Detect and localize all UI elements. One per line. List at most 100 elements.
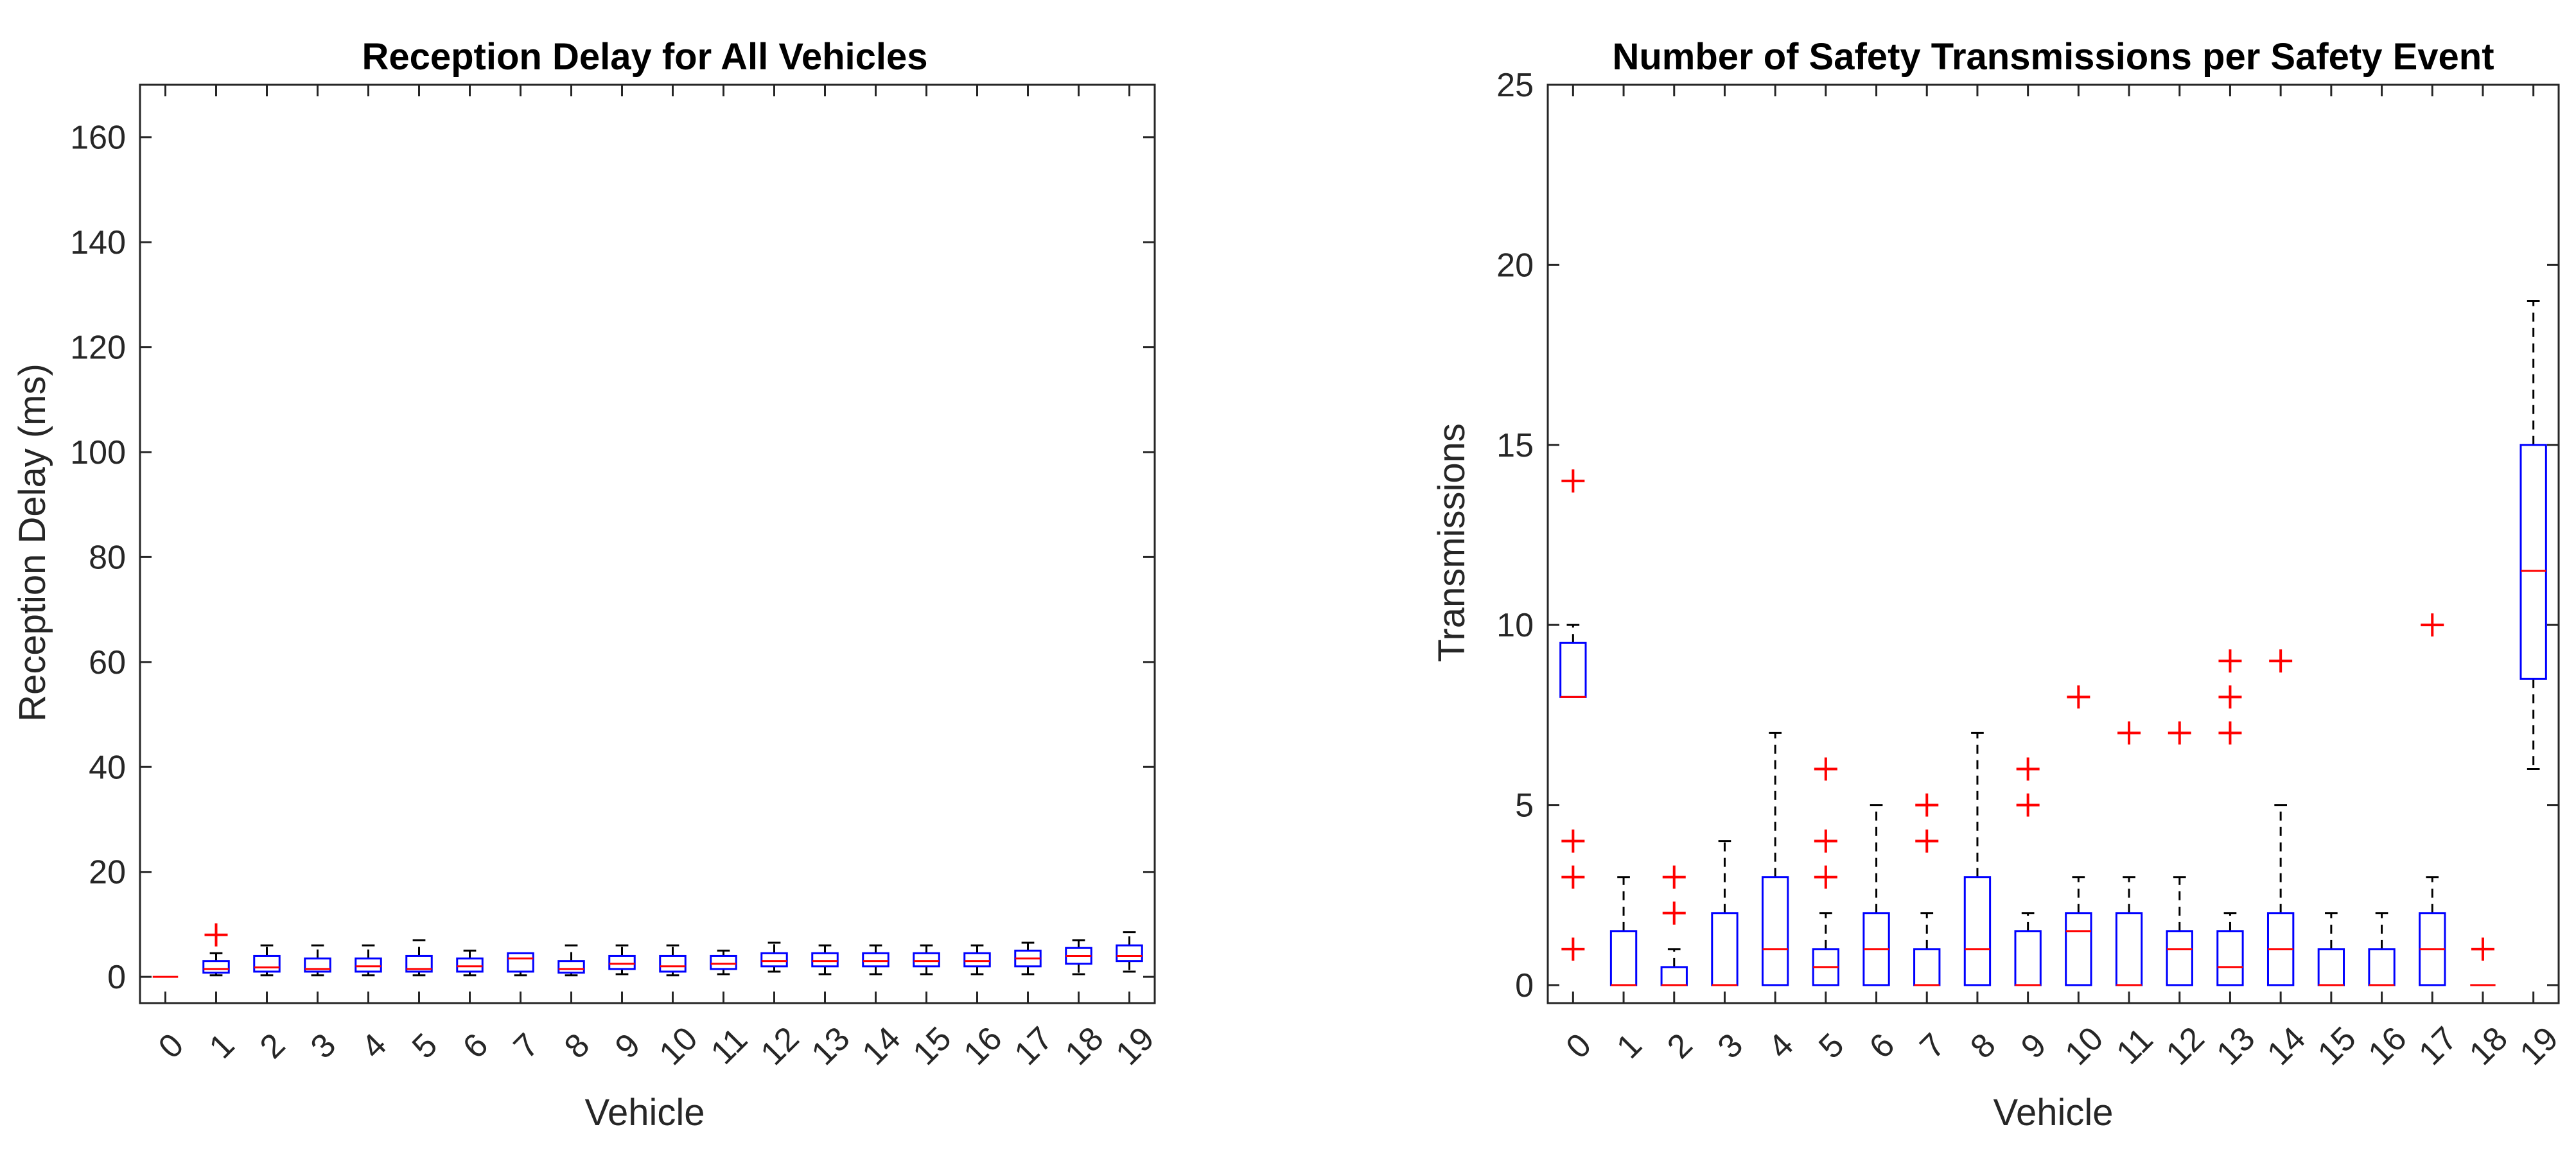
box-vehicle-5 (1812, 757, 1840, 986)
box-iqr (405, 954, 433, 973)
outlier-marker (1662, 901, 1686, 925)
box-iqr (2519, 444, 2547, 680)
box-iqr (862, 952, 889, 968)
box-vehicle-1 (202, 923, 230, 977)
box-vehicle-17 (2419, 613, 2446, 986)
box-vehicle-11 (2115, 721, 2143, 986)
box-iqr (202, 960, 230, 974)
y-axis-label: Reception Delay (ms) (12, 363, 53, 722)
x-tick-label: 10 (653, 1020, 705, 1072)
box-iqr (760, 952, 788, 968)
box-vehicle-7 (507, 952, 534, 977)
y-tick-label: 100 (70, 434, 126, 471)
chart-title: Reception Delay for All Vehicles (362, 36, 927, 78)
box-vehicle-2 (253, 944, 281, 977)
box-vehicle-8 (557, 944, 585, 977)
box-iqr (2216, 930, 2244, 986)
box-iqr (507, 952, 534, 973)
outlier-marker (1814, 865, 1837, 889)
y-tick-label: 0 (1515, 967, 1534, 1004)
outlier-marker (1814, 757, 1837, 781)
x-tick-label: 3 (304, 1026, 343, 1065)
box-vehicle-14 (862, 944, 889, 975)
x-tick-label: 1 (202, 1026, 241, 1065)
y-tick-label: 10 (1496, 607, 1534, 644)
box-iqr (659, 954, 687, 973)
outlier-marker (2016, 793, 2040, 817)
box-vehicle-15 (2317, 912, 2345, 986)
box-iqr (304, 958, 331, 973)
x-tick-label: 13 (2210, 1020, 2263, 1072)
x-tick-label: 2 (253, 1026, 292, 1065)
box-vehicle-6 (1862, 804, 1890, 986)
x-tick-label: 8 (557, 1026, 597, 1065)
x-tick-label: 7 (507, 1026, 546, 1065)
x-tick-label: 2 (1660, 1026, 1699, 1065)
x-tick-label: 11 (704, 1020, 755, 1071)
y-tick-label: 60 (89, 644, 126, 681)
box-iqr (710, 954, 737, 970)
outlier-marker (2218, 649, 2242, 673)
outlier-marker (2269, 649, 2293, 673)
y-tick-label: 5 (1515, 787, 1534, 825)
outlier-marker (1915, 793, 1939, 817)
x-tick-label: 14 (2260, 1020, 2313, 1072)
box-iqr (2368, 948, 2396, 986)
outlier-marker (2471, 937, 2494, 961)
x-tick-label: 16 (2361, 1020, 2414, 1072)
x-tick-label: 18 (1058, 1020, 1111, 1072)
box-vehicle-6 (456, 949, 484, 977)
box-vehicle-1 (1609, 876, 1638, 986)
box-iqr (557, 960, 585, 974)
outlier-marker (2421, 613, 2444, 637)
box-iqr (2115, 912, 2143, 986)
box-vehicle-11 (710, 949, 737, 975)
x-tick-label: 6 (456, 1026, 495, 1065)
box-vehicle-18 (2470, 937, 2496, 986)
x-tick-label: 19 (1109, 1020, 1162, 1072)
y-tick-label: 20 (89, 854, 126, 891)
y-tick-label: 160 (70, 119, 126, 157)
outlier-marker (2016, 757, 2040, 781)
box-vehicle-19 (1116, 931, 1143, 973)
box-iqr (913, 952, 940, 968)
outlier-marker (2218, 721, 2242, 745)
x-tick-label: 0 (1559, 1026, 1599, 1065)
box-vehicle-8 (1963, 731, 1992, 986)
box-vehicle-4 (1761, 731, 1789, 986)
box-vehicle-3 (304, 944, 331, 977)
box-iqr (1116, 944, 1143, 963)
outlier-marker (1662, 865, 1686, 889)
box-iqr (253, 954, 281, 973)
chart-safety-transmissions: Number of Safety Transmissions per Safet… (1431, 36, 2566, 1133)
box-iqr (456, 958, 484, 973)
outlier-marker (2218, 685, 2242, 709)
box-iqr (608, 954, 636, 970)
outlier-marker (1561, 829, 1585, 853)
outlier-marker (1915, 829, 1939, 853)
x-tick-label: 19 (2513, 1020, 2566, 1072)
y-tick-label: 140 (70, 224, 126, 261)
axes-frame (139, 83, 1156, 1004)
box-iqr (1559, 642, 1587, 698)
outlier-marker (204, 923, 228, 947)
box-vehicle-13 (811, 944, 839, 975)
box-vehicle-14 (2266, 649, 2295, 986)
y-tick-label: 120 (70, 329, 126, 367)
x-tick-label: 10 (2058, 1020, 2110, 1072)
box-vehicle-9 (608, 944, 636, 975)
y-tick-label: 20 (1496, 247, 1534, 284)
x-tick-label: 1 (1609, 1026, 1649, 1065)
x-tick-label: 14 (855, 1020, 908, 1072)
box-iqr (2166, 930, 2193, 986)
outlier-marker (1561, 469, 1585, 493)
y-tick-label: 15 (1496, 427, 1534, 464)
box-vehicle-0 (1559, 469, 1587, 961)
x-tick-label: 4 (1761, 1026, 1800, 1065)
box-vehicle-10 (2065, 685, 2092, 986)
x-axis-label: Vehicle (584, 1092, 705, 1133)
box-vehicle-18 (1065, 939, 1092, 975)
y-tick-label: 40 (89, 749, 126, 786)
x-tick-label: 5 (1812, 1026, 1851, 1065)
y-axis-label: Transmissions (1431, 423, 1473, 662)
